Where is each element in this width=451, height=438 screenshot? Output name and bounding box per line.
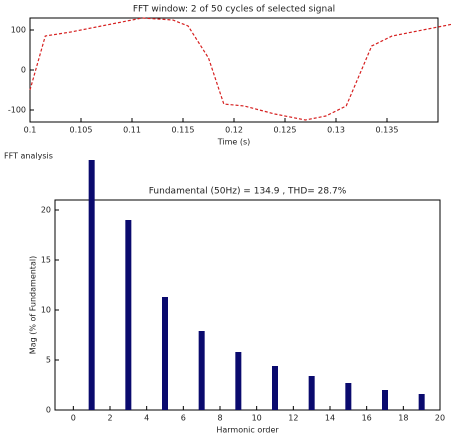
bar (125, 220, 132, 410)
bar (272, 366, 278, 410)
y-tick-label: 20 (41, 206, 51, 215)
x-tick-label: 6 (181, 414, 186, 423)
caption: FFT analysis (4, 152, 53, 161)
y-tick-label: 15 (41, 256, 51, 265)
x-tick-label: 0.125 (274, 126, 297, 135)
bar (162, 297, 168, 410)
x-tick-label: 0.11 (123, 126, 141, 135)
x-tick-label: 0.1 (24, 126, 37, 135)
x-tick-label: 0.13 (327, 126, 345, 135)
y-tick-label: 100 (11, 26, 26, 35)
x-tick-label: 0 (71, 414, 76, 423)
x-tick-label: 0.105 (70, 126, 93, 135)
bar (418, 394, 425, 410)
chart-title: FFT window: 2 of 50 cycles of selected s… (133, 5, 335, 15)
y-tick-label: 5 (46, 356, 51, 365)
y-tick-label: 10 (41, 306, 51, 315)
chart-title: Fundamental (50Hz) = 134.9 , THD= 28.7% (149, 187, 347, 197)
x-label: Time (s) (217, 138, 251, 147)
x-tick-label: 8 (217, 414, 222, 423)
bar (198, 331, 205, 410)
bar (235, 352, 242, 410)
signal-line (29, 17, 451, 121)
x-tick-label: 4 (144, 414, 149, 423)
y-tick-label: 0 (46, 406, 51, 415)
x-tick-label: 10 (252, 414, 262, 423)
x-tick-label: 0.135 (376, 126, 399, 135)
bar (345, 383, 352, 410)
x-tick-label: 20 (435, 414, 445, 423)
x-label: Harmonic order (216, 426, 279, 435)
axes (29, 17, 439, 123)
bar (308, 376, 315, 410)
x-tick-label: 12 (288, 414, 298, 423)
y-tick-label: -100 (8, 106, 26, 115)
x-tick-label: 18 (398, 414, 408, 423)
axes (54, 199, 441, 411)
y-label: Mag (% of Fundamental) (29, 256, 38, 354)
bar (88, 160, 95, 410)
bar (382, 390, 388, 410)
y-tick-label: 0 (21, 66, 26, 75)
x-tick-label: 16 (362, 414, 372, 423)
x-tick-label: 0.115 (172, 126, 195, 135)
x-tick-label: 14 (325, 414, 335, 423)
x-tick-label: 0.12 (225, 126, 243, 135)
x-tick-label: 2 (107, 414, 112, 423)
bars (88, 160, 425, 410)
